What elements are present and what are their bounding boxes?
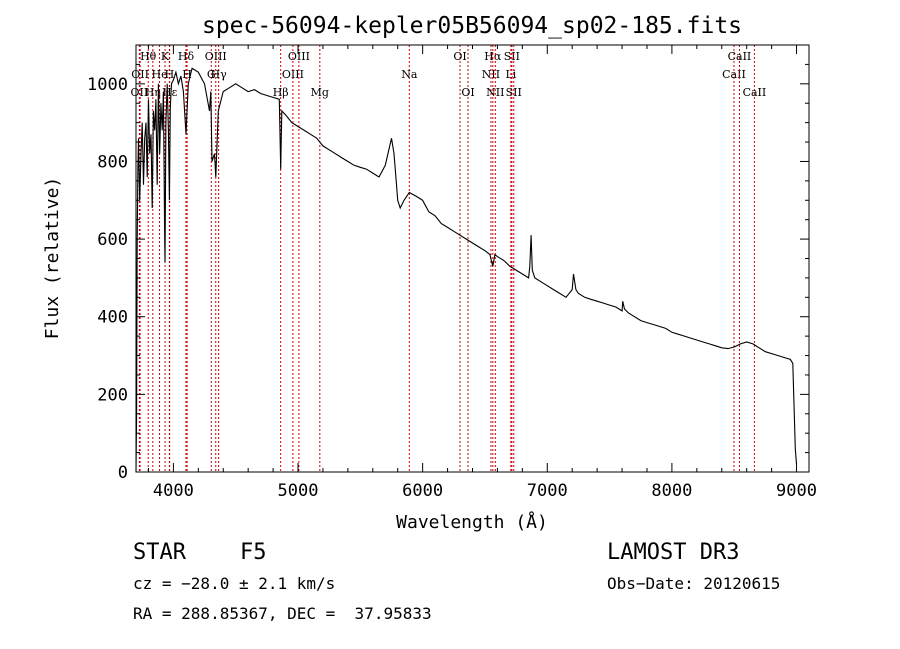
y-tick-label-1: 200 [97, 385, 128, 405]
line-marker-label-19: OI [461, 86, 474, 99]
line-marker-label-3: Hη [145, 86, 161, 99]
line-marker-label-22: NII [486, 86, 504, 99]
line-marker-label-12: Hγ [211, 68, 228, 81]
x-tick-label-2: 6000 [402, 481, 443, 501]
x-axis-label: Wavelength (Å) [396, 511, 548, 533]
spectrum-line [135, 67, 798, 473]
line-marker-label-8: Hδ [178, 50, 195, 63]
line-marker-label-4: He [152, 68, 168, 81]
observation-date: Obs−Date: 20120615 [607, 574, 781, 593]
line-marker-label-10: G [207, 68, 216, 81]
line-marker-label-23: Li [505, 68, 516, 81]
object-subclass: F5 [240, 540, 267, 565]
line-marker-label-0: OII [131, 86, 149, 99]
chart-title: spec-56094-kepler05B56094_sp02-185.fits [202, 13, 742, 39]
y-tick-label-2: 400 [97, 308, 128, 328]
coordinates: RA = 288.85367, DEC = 37.95833 [133, 604, 432, 623]
axis-ticks: 4000 5000 6000 7000 8000 9000 0 200 400 600 800 100… [87, 44, 817, 501]
emission-line-markers: OIIOIIHθHηHeKHHεHδHGOIIIHγHβOIIIOIIIMgNa… [131, 45, 767, 472]
line-marker-label-1: OII [131, 68, 149, 81]
line-marker-label-14: OIII [282, 68, 304, 81]
line-marker-label-13: Hβ [273, 86, 289, 99]
x-tick-label-0: 4000 [153, 481, 194, 501]
line-marker-label-26: CaII [722, 68, 746, 81]
object-class: STAR [133, 540, 186, 565]
line-marker-label-2: Hθ [140, 50, 157, 63]
x-tick-label-3: 7000 [527, 481, 568, 501]
redshift-velocity: cz = −28.0 ± 2.1 km/s [133, 574, 336, 593]
line-marker-label-17: Na [401, 68, 418, 81]
line-marker-label-18: OI [453, 50, 466, 63]
y-tick-label-4: 800 [97, 152, 128, 172]
line-marker-label-5: K [161, 50, 170, 63]
y-axis-label: Flux (relative) [42, 177, 63, 340]
plot-frame [135, 44, 810, 473]
line-marker-label-9: H [182, 68, 192, 81]
line-marker-label-25: SII [506, 86, 522, 99]
line-marker-label-15: OIII [288, 50, 310, 63]
line-marker-label-20: NII [482, 68, 500, 81]
y-tick-label-3: 600 [97, 230, 128, 250]
y-tick-label-5: 1000 [87, 75, 128, 95]
line-marker-label-16: Mg [311, 86, 329, 99]
line-marker-label-24: SII [504, 50, 520, 63]
x-tick-label-4: 8000 [651, 481, 692, 501]
line-marker-label-27: CaII [728, 50, 752, 63]
line-marker-label-11: OIII [205, 50, 227, 63]
x-tick-label-1: 5000 [278, 481, 319, 501]
line-marker-label-21: Hα [484, 50, 502, 63]
y-tick-label-0: 0 [118, 463, 128, 483]
survey-name: LAMOST DR3 [607, 540, 740, 565]
line-marker-label-7: Hε [162, 86, 178, 99]
line-marker-label-28: CaII [743, 86, 767, 99]
x-tick-label-5: 9000 [776, 481, 817, 501]
